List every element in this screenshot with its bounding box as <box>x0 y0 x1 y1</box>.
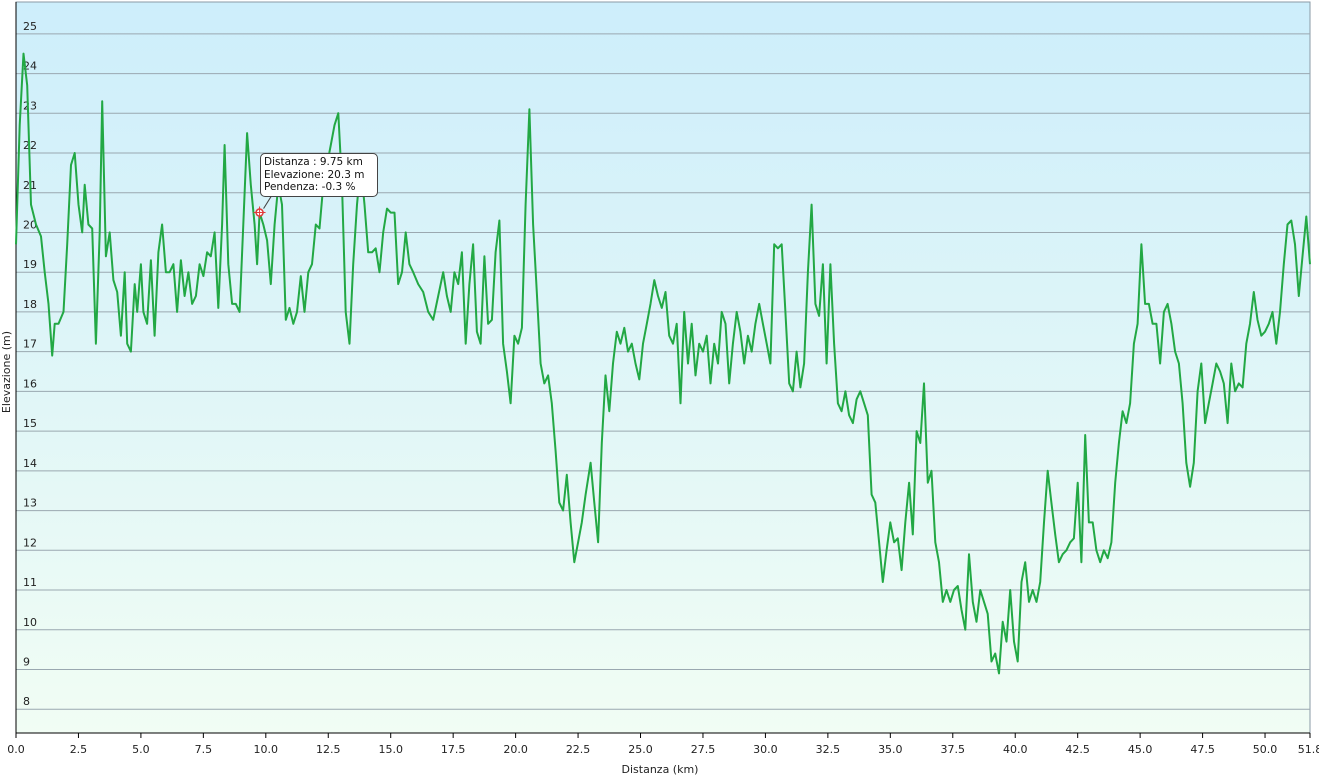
y-tick-label: 12 <box>23 536 37 549</box>
x-tick-label: 10.0 <box>254 743 279 756</box>
x-tick-label: 51.8 <box>1298 743 1319 756</box>
x-tick-label: 40.0 <box>1003 743 1028 756</box>
tooltip-slope: Pendenza: -0.3 % <box>264 181 356 193</box>
y-axis-title: Elevazione (m) <box>0 331 13 413</box>
x-tick-label: 47.5 <box>1190 743 1215 756</box>
x-tick-label: 15.0 <box>378 743 403 756</box>
x-tick-label: 32.5 <box>816 743 841 756</box>
y-tick-label: 25 <box>23 20 37 33</box>
tooltip-distance: Distanza : 9.75 km <box>264 156 363 168</box>
x-tick-label: 30.0 <box>753 743 778 756</box>
x-tick-label: 2.5 <box>70 743 88 756</box>
x-tick-label: 22.5 <box>566 743 591 756</box>
plot-area <box>15 1 1311 734</box>
marker-crosshair <box>253 206 266 219</box>
x-tick-label: 0.0 <box>7 743 25 756</box>
x-tick-label: 17.5 <box>441 743 466 756</box>
x-tick-label: 27.5 <box>691 743 716 756</box>
x-axis-title: Distanza (km) <box>622 763 699 776</box>
y-tick-label: 10 <box>23 616 37 629</box>
x-tick-label: 7.5 <box>195 743 213 756</box>
elevation-line <box>15 52 1311 675</box>
y-tick-label: 20 <box>23 218 37 231</box>
x-tick-label: 42.5 <box>1065 743 1090 756</box>
y-tick-label: 8 <box>23 695 30 708</box>
x-tick-label: 35.0 <box>878 743 903 756</box>
x-tick-label: 50.0 <box>1253 743 1278 756</box>
x-axis-ticks: 0.0 2.5 5.0 7.5 10.0 12.5 15.0 17.5 20.0 22.5 25.0… <box>7 733 1319 756</box>
x-tick-label: 25.0 <box>628 743 653 756</box>
grid-lines <box>16 33 1310 710</box>
y-tick-label: 15 <box>23 417 37 430</box>
y-tick-label: 13 <box>23 497 37 510</box>
y-tick-label: 17 <box>23 338 37 351</box>
x-tick-label: 20.0 <box>503 743 528 756</box>
y-tick-label: 24 <box>23 60 37 73</box>
x-tick-label: 37.5 <box>941 743 966 756</box>
tooltip: Distanza : 9.75 km Elevazione: 20.3 m Pe… <box>260 153 378 197</box>
y-tick-label: 9 <box>23 655 30 668</box>
y-tick-label: 11 <box>23 576 37 589</box>
x-tick-label: 5.0 <box>132 743 150 756</box>
x-tick-label: 45.0 <box>1128 743 1153 756</box>
y-tick-label: 16 <box>23 377 37 390</box>
y-tick-label: 23 <box>23 99 37 112</box>
y-tick-label: 19 <box>23 258 37 271</box>
tooltip-elevation: Elevazione: 20.3 m <box>264 168 365 181</box>
y-tick-label: 14 <box>23 457 37 470</box>
y-tick-label: 18 <box>23 298 37 311</box>
x-tick-label: 12.5 <box>316 743 341 756</box>
